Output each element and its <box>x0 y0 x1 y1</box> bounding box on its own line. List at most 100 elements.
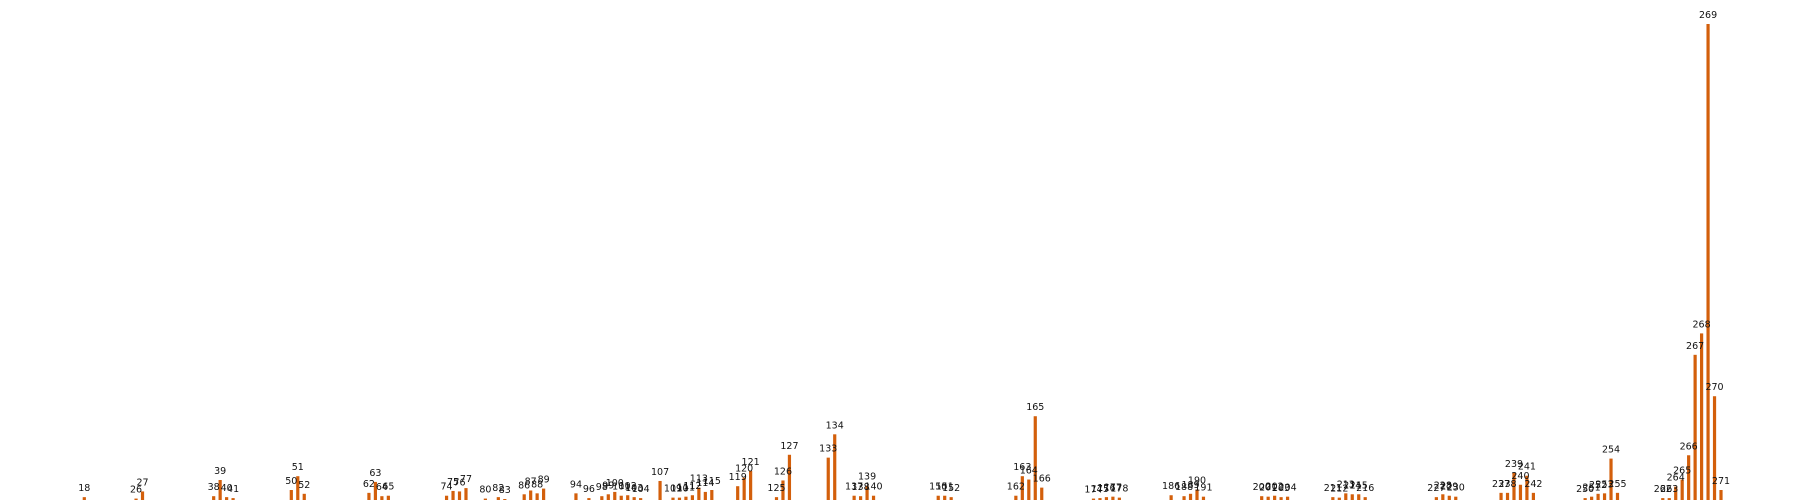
bar-237 <box>1499 492 1503 500</box>
bar-177 <box>1111 496 1115 500</box>
bar-label-176: 176 <box>1097 483 1115 494</box>
bar-164 <box>1027 479 1031 500</box>
bar-107 <box>658 480 662 500</box>
bar-264 <box>1674 486 1678 500</box>
bar-label-120: 120 <box>735 464 753 475</box>
bar-251 <box>1590 496 1594 500</box>
bar-label-203: 203 <box>1272 483 1290 494</box>
bar-label-62: 62 <box>363 479 375 490</box>
bar-label-140: 140 <box>864 482 882 493</box>
bar-label-27: 27 <box>136 477 148 488</box>
bar-190 <box>1195 489 1199 500</box>
bar-211 <box>1331 497 1335 500</box>
bar-102 <box>626 495 630 500</box>
bar-262 <box>1661 498 1665 500</box>
bar-89 <box>542 488 546 500</box>
bar-270 <box>1712 396 1717 500</box>
bar-186 <box>1169 495 1173 500</box>
bar-50 <box>289 490 293 500</box>
bar-240 <box>1518 484 1523 500</box>
bar-188 <box>1182 496 1186 500</box>
bar-label-214: 214 <box>1343 480 1361 491</box>
bar-63 <box>373 481 378 500</box>
bar-label-270: 270 <box>1705 382 1723 393</box>
bar-label-265: 265 <box>1673 466 1691 477</box>
bar-label-165: 165 <box>1026 402 1044 413</box>
bar-label-115: 115 <box>703 476 721 487</box>
bar-113 <box>697 487 701 500</box>
bar-271 <box>1719 490 1723 500</box>
bar-99 <box>606 494 610 500</box>
bar-80 <box>483 498 487 500</box>
bar-115 <box>710 490 714 500</box>
bar-166 <box>1040 487 1044 500</box>
bar-265 <box>1680 479 1684 500</box>
bar-150 <box>936 495 940 500</box>
bar-label-103: 103 <box>625 483 643 494</box>
bar-label-229: 229 <box>1440 482 1458 493</box>
bar-label-77: 77 <box>460 474 472 485</box>
bar-label-271: 271 <box>1712 476 1730 487</box>
bar-label-50: 50 <box>285 476 297 487</box>
bar-87 <box>529 490 533 500</box>
bar-86 <box>522 494 526 500</box>
bar-201 <box>1266 496 1270 500</box>
bar-38 <box>212 496 216 500</box>
bar-label-88: 88 <box>531 479 543 490</box>
bar-label-212: 212 <box>1330 484 1348 495</box>
bar-216 <box>1363 497 1367 500</box>
bar-label-74: 74 <box>441 482 453 493</box>
bar-82 <box>496 497 500 500</box>
bar-label-83: 83 <box>499 485 511 496</box>
bar-203 <box>1279 497 1283 500</box>
bar-label-76: 76 <box>453 477 465 488</box>
bar-label-215: 215 <box>1350 480 1368 491</box>
bar-label-201: 201 <box>1259 483 1277 494</box>
bar-label-52: 52 <box>298 480 310 491</box>
bar-label-126: 126 <box>774 466 792 477</box>
bar-52 <box>302 493 306 500</box>
bar-label-39: 39 <box>214 466 226 477</box>
bar-254 <box>1609 458 1613 500</box>
bar-114 <box>703 491 707 500</box>
bar-label-262: 262 <box>1654 484 1672 495</box>
bar-109 <box>671 497 675 500</box>
bar-250 <box>1583 498 1587 500</box>
bar-label-134: 134 <box>826 420 844 431</box>
bar-label-26: 26 <box>130 485 142 496</box>
bar-label-100: 100 <box>606 478 624 489</box>
bar-label-175: 175 <box>1091 484 1109 495</box>
bar-76 <box>457 491 462 500</box>
bar-label-251: 251 <box>1583 483 1601 494</box>
bar-label-65: 65 <box>382 482 394 493</box>
bar-119 <box>736 486 740 500</box>
bar-175 <box>1098 498 1102 500</box>
bar-label-89: 89 <box>538 475 550 486</box>
bar-label-188: 188 <box>1175 482 1193 493</box>
bar-96 <box>587 498 591 500</box>
bar-label-230: 230 <box>1447 483 1465 494</box>
bar-74 <box>444 495 449 500</box>
bar-label-174: 174 <box>1084 485 1102 496</box>
bar-label-64: 64 <box>376 482 388 493</box>
bar-88 <box>535 493 539 500</box>
bar-191 <box>1201 496 1206 500</box>
bar-label-18: 18 <box>78 483 90 494</box>
bar-label-121: 121 <box>742 457 760 468</box>
bar-40 <box>225 497 229 500</box>
bar-94 <box>574 493 578 500</box>
bar-103 <box>632 497 636 500</box>
bar-label-125: 125 <box>767 483 785 494</box>
bar-267 <box>1693 354 1697 500</box>
bar-229 <box>1447 495 1451 500</box>
bar-241 <box>1525 475 1529 500</box>
bar-label-138: 138 <box>852 482 870 493</box>
bar-label-109: 109 <box>664 484 682 495</box>
bar-189 <box>1188 493 1193 500</box>
bar-label-110: 110 <box>670 484 688 495</box>
bar-165 <box>1033 416 1037 500</box>
bar-238 <box>1505 492 1510 500</box>
bar-label-250: 250 <box>1576 484 1594 495</box>
bar-label-200: 200 <box>1253 482 1271 493</box>
